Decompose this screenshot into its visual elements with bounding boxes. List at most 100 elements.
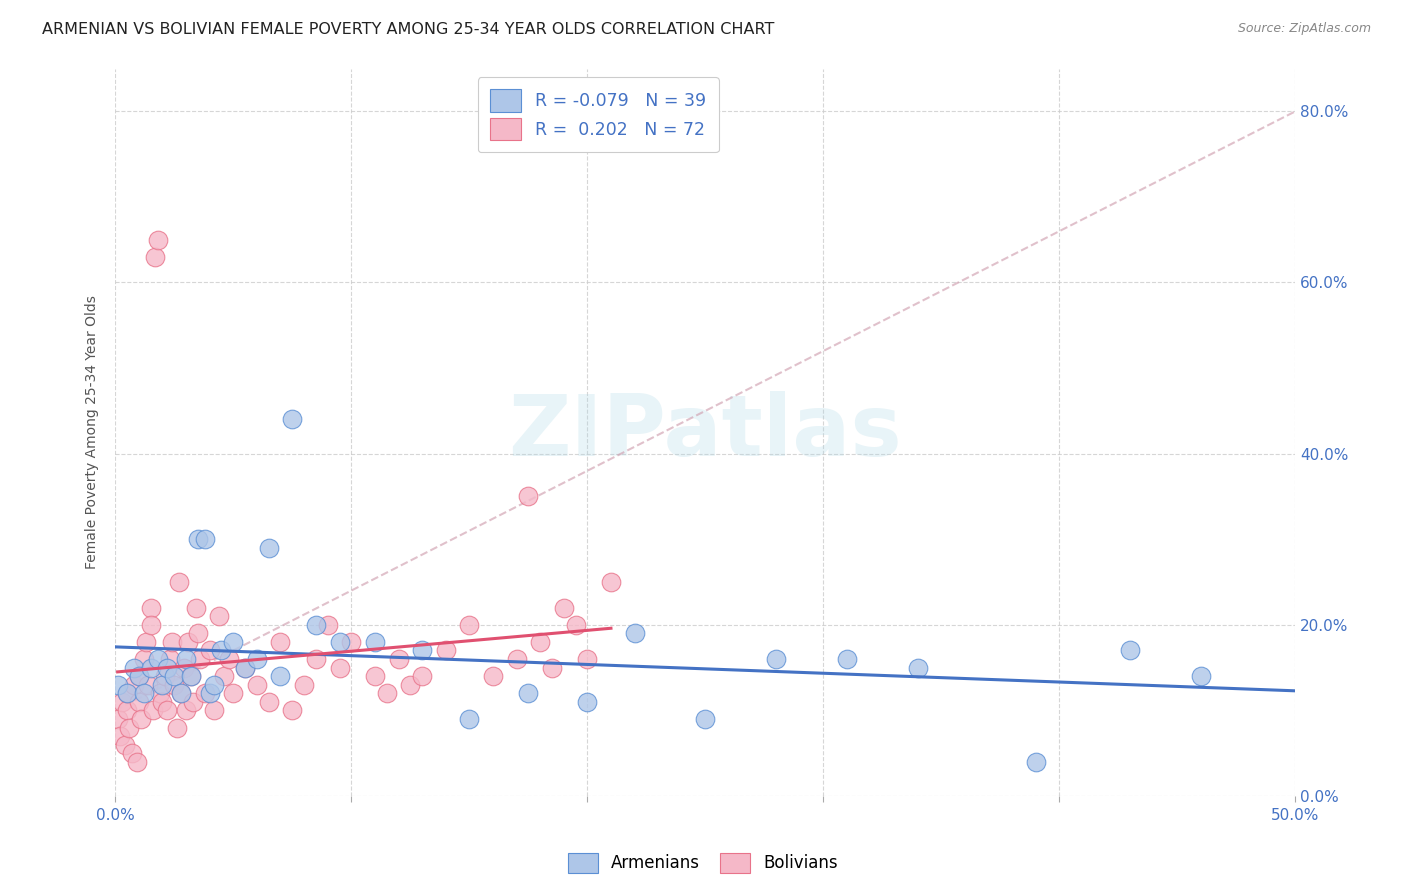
Point (135, 635, 157, 649)
Point (695, 712, 717, 726)
Point (233, 660, 256, 674)
Point (146, 652, 169, 666)
Point (142, 703, 165, 717)
Legend: R = -0.079   N = 39, R =  0.202   N = 72: R = -0.079 N = 39, R = 0.202 N = 72 (478, 78, 718, 153)
Point (907, 660, 929, 674)
Point (159, 652, 181, 666)
Point (173, 660, 195, 674)
Point (482, 669, 505, 683)
Point (187, 626, 209, 640)
Point (1025, 755, 1047, 769)
Point (194, 533, 217, 547)
Point (458, 617, 481, 632)
Point (281, 412, 304, 426)
Point (152, 695, 174, 709)
Point (411, 643, 433, 657)
Point (340, 635, 363, 649)
Point (184, 600, 207, 615)
Point (108, 729, 131, 743)
Point (128, 669, 150, 683)
Point (170, 686, 193, 700)
Text: ZIPatlas: ZIPatlas (509, 391, 903, 474)
Point (107, 678, 129, 692)
Point (576, 652, 599, 666)
Point (163, 678, 186, 692)
Point (187, 533, 209, 547)
Point (458, 712, 481, 726)
Legend: Armenians, Bolivians: Armenians, Bolivians (561, 847, 845, 880)
Point (145, 250, 167, 264)
Text: Source: ZipAtlas.com: Source: ZipAtlas.com (1237, 22, 1371, 36)
Point (139, 600, 162, 615)
Point (149, 686, 172, 700)
Point (222, 635, 245, 649)
Point (564, 617, 586, 632)
Point (181, 695, 204, 709)
Point (174, 703, 197, 717)
Point (517, 490, 540, 504)
Point (600, 574, 623, 589)
Point (553, 600, 575, 615)
Point (170, 686, 193, 700)
Point (257, 541, 280, 555)
Point (122, 678, 145, 692)
Point (270, 669, 292, 683)
Point (1189, 669, 1212, 683)
Point (198, 643, 221, 657)
Point (316, 617, 339, 632)
Point (375, 686, 398, 700)
Point (623, 626, 645, 640)
Point (202, 678, 225, 692)
Point (576, 695, 599, 709)
Point (129, 712, 152, 726)
Point (163, 669, 186, 683)
Point (292, 678, 315, 692)
Point (541, 660, 564, 674)
Point (246, 652, 269, 666)
Point (246, 678, 269, 692)
Point (835, 652, 858, 666)
Point (136, 678, 159, 692)
Point (434, 643, 457, 657)
Point (132, 686, 155, 700)
Point (139, 660, 162, 674)
Point (115, 686, 138, 700)
Point (411, 669, 433, 683)
Point (121, 746, 143, 760)
Point (387, 652, 409, 666)
Point (111, 695, 134, 709)
Point (765, 652, 787, 666)
Point (517, 686, 540, 700)
Point (156, 703, 179, 717)
Point (218, 652, 240, 666)
Point (128, 669, 150, 683)
Point (115, 686, 138, 700)
Point (328, 660, 350, 674)
Point (128, 695, 150, 709)
Point (202, 703, 225, 717)
Point (167, 574, 190, 589)
Point (118, 721, 141, 735)
Point (1119, 643, 1142, 657)
Point (177, 635, 200, 649)
Point (233, 660, 256, 674)
Point (180, 669, 202, 683)
Point (212, 669, 235, 683)
Point (328, 635, 350, 649)
Point (139, 617, 162, 632)
Point (122, 660, 145, 674)
Point (281, 703, 304, 717)
Point (125, 755, 148, 769)
Text: ARMENIAN VS BOLIVIAN FEMALE POVERTY AMONG 25-34 YEAR OLDS CORRELATION CHART: ARMENIAN VS BOLIVIAN FEMALE POVERTY AMON… (42, 22, 775, 37)
Point (305, 617, 328, 632)
Point (208, 609, 231, 624)
Point (153, 669, 176, 683)
Point (180, 669, 202, 683)
Point (174, 652, 197, 666)
Point (270, 635, 292, 649)
Point (529, 635, 551, 649)
Point (505, 652, 527, 666)
Point (146, 233, 169, 247)
Point (166, 721, 188, 735)
Point (211, 643, 233, 657)
